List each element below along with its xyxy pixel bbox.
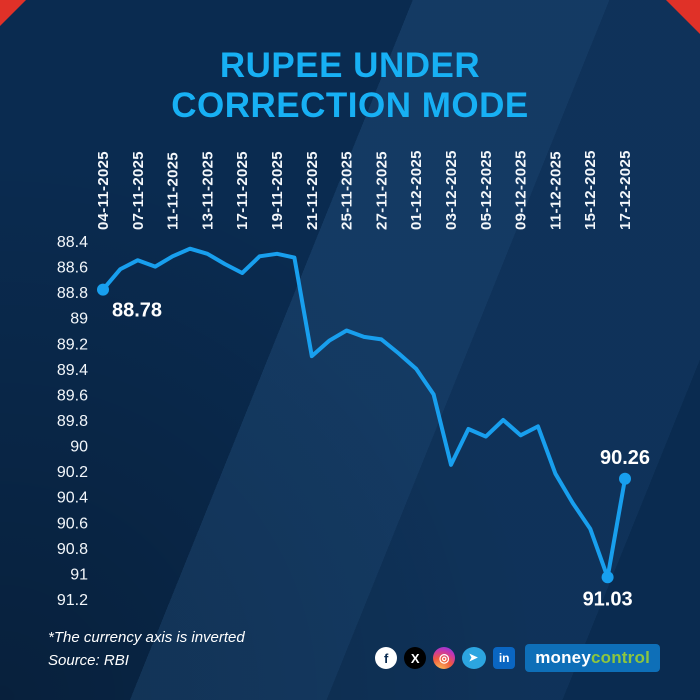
linkedin-icon[interactable]: in	[493, 647, 516, 669]
x-axis-label: 01-12-2025	[408, 150, 425, 230]
data-point-label: 88.78	[112, 300, 162, 322]
x-twitter-icon[interactable]: X	[404, 647, 427, 669]
y-axis-label: 88.6	[57, 260, 88, 277]
x-axis-label: 25-11-2025	[339, 151, 356, 230]
y-axis-label: 90.8	[57, 541, 88, 558]
data-point-marker	[601, 571, 614, 584]
corner-accent-top-right	[666, 0, 700, 34]
telegram-icon[interactable]: ➤	[462, 647, 487, 669]
y-axis-label: 89	[70, 311, 88, 328]
x-axis-label: 21-11-2025	[304, 151, 321, 230]
x-axis-label: 11-11-2025	[165, 152, 182, 230]
x-axis-label: 19-11-2025	[269, 151, 286, 230]
x-axis-label: 09-12-2025	[513, 150, 530, 230]
facebook-icon[interactable]: f	[375, 647, 398, 669]
y-axis-label: 89.4	[57, 362, 88, 379]
y-axis-label: 90	[70, 439, 88, 456]
x-axis-label: 07-11-2025	[130, 151, 147, 230]
x-axis-label: 04-11-2025	[95, 151, 112, 230]
y-axis-label: 91	[70, 566, 88, 583]
data-point-label: 91.03	[583, 588, 633, 610]
y-axis-label: 90.4	[57, 490, 88, 507]
source-note: Source: RBI	[48, 651, 129, 669]
y-axis-label: 88.4	[57, 234, 88, 251]
y-axis-label: 88.8	[57, 285, 88, 302]
y-axis-label: 90.6	[57, 515, 88, 532]
data-point-marker	[97, 283, 109, 296]
logo-money-text: money	[535, 648, 591, 667]
y-axis-label: 90.2	[57, 464, 88, 481]
logo-control-text: control	[590, 648, 650, 667]
x-axis-label: 17-11-2025	[234, 151, 251, 230]
page-title: RUPEE UNDER CORRECTION MODE	[0, 46, 700, 126]
footnotes: *The currency axis is inverted Source: R…	[48, 627, 245, 672]
y-axis-label: 89.2	[57, 336, 88, 353]
x-axis-label: 11-12-2025	[547, 151, 564, 230]
axis-note: *The currency axis is inverted	[48, 629, 245, 646]
data-point-marker	[619, 472, 631, 485]
instagram-icon[interactable]: ◎	[433, 647, 456, 669]
corner-accent-top-left	[0, 0, 26, 26]
usd-inr-line	[101, 246, 627, 580]
x-axis-label: 13-11-2025	[199, 151, 216, 230]
footer: *The currency axis is inverted Source: R…	[48, 627, 660, 672]
moneycontrol-logo[interactable]: moneycontrol	[525, 644, 660, 672]
data-point-label: 90.26	[600, 447, 650, 469]
page-title-line2: CORRECTION MODE	[171, 85, 529, 125]
x-axis-label: 15-12-2025	[582, 150, 599, 230]
x-axis-label: 03-12-2025	[443, 150, 460, 230]
x-axis-label: 17-12-2025	[617, 150, 634, 230]
y-axis-label: 89.6	[57, 387, 88, 404]
x-axis-label: 27-11-2025	[373, 151, 390, 230]
branding-row: f X ◎ ➤ in moneycontrol	[375, 644, 660, 672]
x-axis-label: 05-12-2025	[478, 150, 495, 230]
page-title-line1: RUPEE UNDER	[219, 46, 481, 85]
y-axis-label: 89.8	[57, 413, 88, 430]
y-axis-label: 91.2	[57, 592, 88, 609]
